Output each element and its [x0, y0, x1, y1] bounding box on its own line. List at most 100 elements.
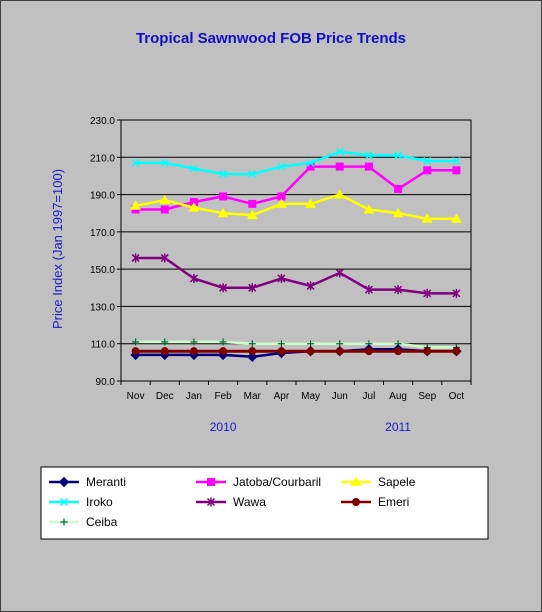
point-marker — [60, 518, 68, 526]
point-marker — [160, 347, 169, 356]
point-marker — [131, 347, 140, 356]
legend-item: Meranti — [49, 475, 126, 489]
series-iroko — [131, 147, 461, 179]
point-marker — [452, 288, 461, 298]
point-marker — [160, 205, 169, 214]
point-marker — [306, 158, 315, 167]
point-marker — [421, 213, 433, 223]
point-marker — [423, 288, 432, 298]
point-marker — [277, 340, 285, 348]
point-marker — [306, 281, 315, 291]
legend-label: Emeri — [378, 495, 409, 509]
legend-item: Emeri — [341, 495, 409, 509]
point-marker — [248, 199, 257, 208]
series-line — [135, 256, 457, 295]
point-marker — [248, 170, 257, 179]
series-lines — [130, 147, 462, 362]
point-marker — [350, 476, 362, 486]
point-marker — [130, 200, 141, 210]
series-line — [135, 340, 457, 349]
x-tick-label: Jan — [186, 391, 202, 402]
x-tick-label: Aug — [389, 391, 407, 402]
series-emeri — [131, 347, 461, 356]
point-marker — [246, 209, 258, 220]
legend-label: Sapele — [378, 475, 416, 489]
year-label: 2011 — [385, 420, 411, 434]
point-marker — [277, 273, 286, 283]
point-marker — [132, 338, 140, 346]
point-marker — [219, 338, 227, 346]
point-marker — [423, 156, 432, 166]
series-line — [135, 193, 457, 221]
point-marker — [364, 151, 373, 160]
x-tick-label: Dec — [156, 391, 174, 402]
point-marker — [206, 497, 216, 507]
point-marker — [305, 198, 316, 208]
point-marker — [189, 273, 198, 283]
point-marker — [364, 285, 373, 295]
x-tick-label: Jun — [332, 391, 348, 402]
point-marker — [364, 162, 373, 171]
legend-label: Jatoba/Courbaril — [233, 475, 321, 489]
x-tick-label: Mar — [244, 391, 262, 402]
x-tick-label: Feb — [214, 391, 232, 402]
legend-label: Meranti — [86, 475, 126, 489]
point-marker — [394, 347, 403, 356]
point-marker — [394, 151, 403, 160]
point-marker — [248, 283, 257, 293]
point-marker — [131, 253, 140, 263]
legend-item: Sapele — [341, 475, 416, 489]
point-marker — [161, 338, 169, 346]
chart-title: Tropical Sawnwood FOB Price Trends — [136, 30, 406, 47]
point-marker — [423, 347, 432, 356]
point-marker — [217, 207, 229, 218]
x-axis-ticks: Nov Dec Jan Feb Mar Apr May Jun Jul Aug Sep Oct — [120, 381, 472, 402]
legend-label: Ceiba — [86, 515, 118, 529]
point-marker — [248, 347, 257, 356]
point-marker — [219, 170, 228, 179]
legend-box — [40, 466, 489, 540]
point-marker — [219, 192, 228, 201]
series-ceiba — [132, 338, 460, 351]
point-marker — [188, 202, 200, 212]
y-tick-label: 210.0 — [90, 153, 115, 164]
legend-item: Ceiba — [49, 515, 118, 529]
point-marker — [335, 147, 344, 156]
point-marker — [277, 162, 286, 171]
point-marker — [451, 213, 462, 223]
point-marker — [423, 166, 432, 175]
x-tick-label: Nov — [127, 391, 145, 402]
point-marker — [394, 184, 403, 193]
y-axis-ticks: 90.0 110.0 130.0 150.0 170.0 190.0 210.0 230.0 — [90, 116, 121, 388]
point-marker — [219, 283, 228, 293]
point-marker — [334, 189, 346, 199]
x-tick-label: May — [301, 391, 320, 402]
point-marker — [363, 203, 375, 214]
legend: Meranti Jatoba/Courbaril Sapele Iroko Wawa Em… — [49, 475, 416, 529]
point-marker — [59, 497, 69, 507]
legend-label: Wawa — [233, 495, 266, 509]
point-marker — [276, 198, 287, 208]
x-tick-label: Apr — [274, 391, 290, 402]
point-marker — [189, 164, 198, 173]
point-marker — [452, 347, 461, 356]
y-axis-label: Price Index (Jan 1997=100) — [50, 169, 65, 329]
point-marker — [277, 347, 286, 356]
x-tick-label: Jul — [363, 391, 376, 402]
x-tick-label: Sep — [418, 391, 436, 402]
point-marker — [335, 268, 344, 278]
point-marker — [394, 285, 403, 295]
point-marker — [159, 194, 171, 205]
point-marker — [247, 351, 258, 362]
x-tick-label: Oct — [449, 391, 465, 402]
point-marker — [190, 338, 198, 346]
point-marker — [452, 166, 461, 175]
point-marker — [160, 253, 169, 263]
y-tick-label: 150.0 — [90, 265, 115, 276]
point-marker — [335, 347, 344, 356]
point-marker — [58, 476, 70, 488]
point-marker — [248, 340, 256, 348]
point-marker — [207, 478, 215, 486]
